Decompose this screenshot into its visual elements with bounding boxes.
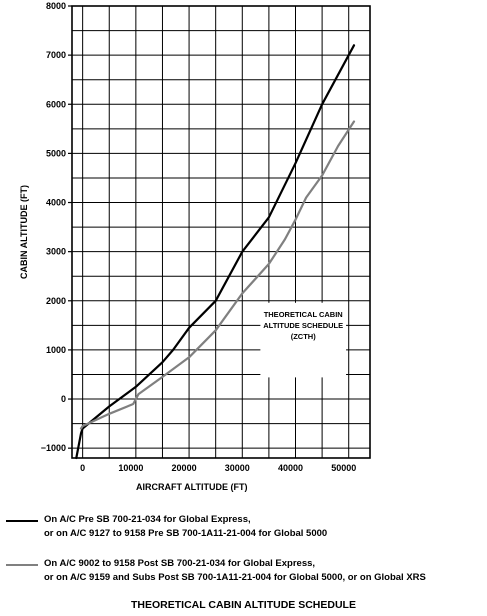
legend-entry-1-line2: or on A/C 9127 to 9158 Pre SB 700-1A11-2…: [44, 528, 328, 539]
y-tick-label: 7000: [46, 50, 66, 60]
x-tick-label: 20000: [172, 463, 197, 473]
x-axis-title: AIRCRAFT ALTITUDE (FT): [136, 482, 247, 492]
plot-frame: [71, 5, 371, 459]
legend-entry-2-line2: or on A/C 9159 and Subs Post SB 700-1A11…: [44, 572, 426, 583]
y-tick-label: 8000: [46, 1, 66, 11]
legend-swatch-gray: [6, 564, 38, 566]
annotation-box: THEORETICAL CABIN ALTITUDE SCHEDULE (ZCTH): [260, 302, 347, 378]
grid: [72, 5, 370, 458]
tick-labels: −1000 0 1000 2000 3000 4000 5000 6000 7000 8000 0 1…: [41, 1, 357, 473]
x-tick-label: 0: [80, 463, 85, 473]
x-tick-label: 10000: [118, 463, 143, 473]
legend-swatch-black: [6, 520, 38, 522]
y-tick-label: 3000: [46, 247, 66, 257]
y-tick-label: −1000: [41, 443, 66, 453]
x-tick-label: 30000: [225, 463, 250, 473]
y-tick-label: 6000: [46, 99, 66, 109]
y-tick-label: 2000: [46, 296, 66, 306]
annotation-text: (ZCTH): [291, 332, 316, 341]
series-line-gray: [79, 120, 356, 430]
y-tick-label: 0: [61, 394, 66, 404]
annotation-text: THEORETICAL CABIN: [264, 310, 343, 319]
y-tick-label: 4000: [46, 198, 66, 208]
y-tick-label: 1000: [46, 345, 66, 355]
x-tick-label: 50000: [331, 463, 356, 473]
legend-entry-1-line1: On A/C Pre SB 700-21-034 for Global Expr…: [44, 514, 251, 525]
x-tick-label: 40000: [278, 463, 303, 473]
chart: −1000 0 1000 2000 3000 4000 5000 6000 7000 8000 0 1…: [19, 1, 371, 492]
annotation-text: ALTITUDE SCHEDULE: [263, 321, 343, 330]
legend-entry-2-line1: On A/C 9002 to 9158 Post SB 700-21-034 f…: [44, 558, 316, 569]
plot-border: [71, 5, 371, 459]
y-axis-title: CABIN ALTITUDE (FT): [19, 185, 29, 279]
series-lines: [75, 44, 356, 460]
y-tick-label: 5000: [46, 148, 66, 158]
annotation-background: [260, 302, 347, 378]
figure-title: THEORETICAL CABIN ALTITUDE SCHEDULE: [131, 599, 356, 611]
